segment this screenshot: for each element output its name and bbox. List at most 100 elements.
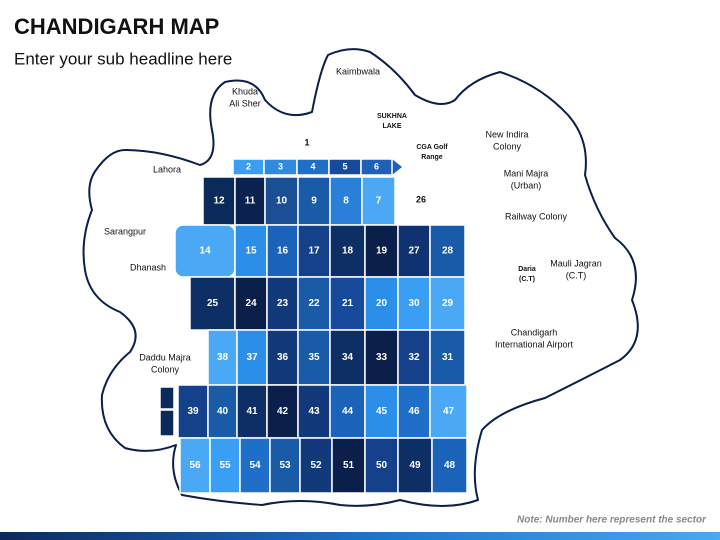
sector-label: 52 bbox=[310, 460, 322, 471]
sector-label: 21 bbox=[342, 298, 354, 309]
sector bbox=[429, 224, 466, 278]
sector-label: 16 bbox=[277, 246, 289, 257]
sector-label: 12 bbox=[213, 196, 225, 207]
sector-label: 43 bbox=[308, 406, 320, 417]
sector bbox=[397, 384, 431, 439]
sector-label: 48 bbox=[444, 460, 456, 471]
sector-label: 28 bbox=[442, 246, 454, 257]
place-label: New Indira bbox=[485, 129, 528, 139]
sector-label: 30 bbox=[408, 298, 420, 309]
sector bbox=[397, 329, 431, 386]
sector bbox=[329, 384, 366, 439]
sector-label: 34 bbox=[342, 352, 354, 363]
sector-label: 24 bbox=[245, 298, 257, 309]
sector-label: 7 bbox=[376, 196, 382, 207]
sector-label: 50 bbox=[376, 460, 388, 471]
place-label: SUKHNA bbox=[377, 113, 407, 120]
place-label: Ali Sher bbox=[229, 98, 261, 108]
place-label: Colony bbox=[151, 364, 180, 374]
sector-label: 22 bbox=[308, 298, 320, 309]
sector bbox=[179, 437, 211, 494]
places: Kaimbwala Khuda Ali Sher SUKHNA LAKE 1 CGA Gol… bbox=[104, 66, 602, 374]
sector bbox=[234, 276, 268, 331]
sector-label: 19 bbox=[376, 246, 388, 257]
sector-label: 5 bbox=[342, 161, 347, 171]
sector bbox=[234, 224, 268, 278]
sector-label: 29 bbox=[442, 298, 454, 309]
sector-label: 33 bbox=[376, 352, 388, 363]
place-label: CGA Golf bbox=[416, 144, 448, 151]
sector-label: 23 bbox=[277, 298, 289, 309]
place-label: Mauli Jagran bbox=[550, 258, 602, 268]
sector bbox=[364, 329, 399, 386]
sector-label: 40 bbox=[217, 406, 229, 417]
place-label: 1 bbox=[304, 137, 309, 147]
sector-label: 37 bbox=[246, 352, 258, 363]
sector-label: 25 bbox=[207, 298, 219, 309]
sector-label: 4 bbox=[310, 161, 315, 171]
sector bbox=[329, 176, 363, 226]
place-label: International Airport bbox=[495, 339, 574, 349]
sector-label: 53 bbox=[279, 460, 291, 471]
place-label: LAKE bbox=[382, 123, 401, 130]
sector-label: 14 bbox=[199, 246, 211, 257]
sector-label: 51 bbox=[343, 460, 355, 471]
sector-label: 27 bbox=[408, 246, 420, 257]
place-label: Daddu Majra bbox=[139, 352, 191, 362]
sector-label: 55 bbox=[219, 460, 231, 471]
subtitle: Enter your sub headline here bbox=[14, 49, 232, 68]
place-label: Lahora bbox=[153, 164, 181, 174]
sector-label: 42 bbox=[277, 406, 289, 417]
sector-label: 11 bbox=[245, 196, 256, 207]
sector-label: 41 bbox=[246, 406, 258, 417]
sector bbox=[269, 437, 301, 494]
sector bbox=[331, 437, 366, 494]
sector-label: 17 bbox=[308, 246, 320, 257]
sector bbox=[431, 437, 468, 494]
sector bbox=[429, 384, 468, 439]
sector-label: 38 bbox=[217, 352, 229, 363]
sector bbox=[397, 437, 433, 494]
sector bbox=[360, 158, 393, 176]
place-label: Sarangpur bbox=[104, 226, 146, 236]
sector-label: 56 bbox=[189, 460, 201, 471]
sector bbox=[266, 329, 299, 386]
enclave bbox=[159, 409, 175, 437]
place-label: Chandigarh bbox=[511, 327, 558, 337]
footer-bar bbox=[0, 532, 720, 540]
sector-label: 6 bbox=[374, 161, 379, 171]
place-label: Daria bbox=[518, 266, 536, 273]
sector-label: 46 bbox=[408, 406, 420, 417]
sector-label: 47 bbox=[443, 406, 455, 417]
sector-label: 49 bbox=[409, 460, 421, 471]
place-label: Mani Majra bbox=[504, 168, 549, 178]
sector bbox=[429, 329, 466, 386]
place-label: Kaimbwala bbox=[336, 66, 380, 76]
place-label: 26 bbox=[416, 194, 426, 204]
sector-label: 32 bbox=[408, 352, 420, 363]
sector-6-notch bbox=[392, 159, 402, 175]
place-label: (C.T) bbox=[519, 276, 535, 283]
sector bbox=[297, 329, 331, 386]
sector bbox=[429, 276, 466, 331]
title: CHANDIGARH MAP bbox=[14, 14, 219, 39]
sector bbox=[266, 384, 299, 439]
place-label: (C.T) bbox=[566, 270, 587, 280]
sector-label: 31 bbox=[442, 352, 454, 363]
sector-label: 10 bbox=[276, 196, 288, 207]
place-label: Colony bbox=[493, 141, 522, 151]
place-label: (Urban) bbox=[511, 180, 542, 190]
sector bbox=[397, 276, 431, 331]
sector bbox=[361, 176, 396, 226]
enclave bbox=[159, 386, 175, 410]
sector bbox=[177, 384, 209, 439]
sector bbox=[329, 224, 366, 278]
sector-label: 15 bbox=[245, 246, 257, 257]
sector bbox=[189, 276, 236, 331]
sector-label: 9 bbox=[311, 196, 317, 207]
sector-label: 39 bbox=[187, 406, 199, 417]
sector bbox=[364, 224, 399, 278]
sector-label: 20 bbox=[376, 298, 388, 309]
place-label: Khuda bbox=[232, 86, 258, 96]
